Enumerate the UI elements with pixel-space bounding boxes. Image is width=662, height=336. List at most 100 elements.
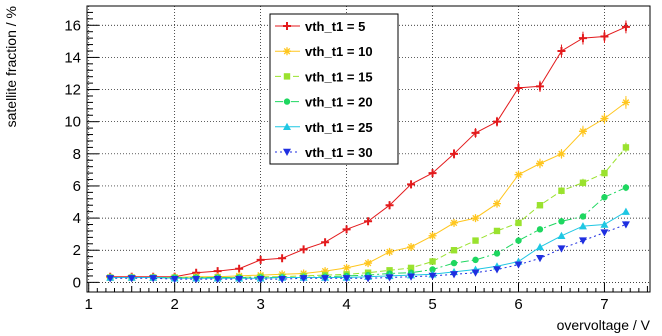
data-point [600,114,609,123]
data-point [321,238,330,247]
legend-marker [283,148,291,156]
data-point [600,220,609,228]
plot-frame [86,5,651,293]
data-point [127,275,136,283]
x-tick-label: 3 [256,296,264,313]
data-point [514,170,523,179]
y-tick-label: 6 [73,178,81,195]
legend-label: vth_t1 = 25 [305,120,373,135]
data-point [385,274,394,282]
data-point [299,275,308,283]
data-point [407,243,416,252]
data-point [428,272,437,280]
data-point [578,237,587,245]
data-point [493,227,501,235]
data-point [558,187,565,194]
data-point [192,275,201,284]
data-point [579,213,587,220]
data-point [256,275,265,284]
data-point [578,34,587,43]
data-point [407,264,415,272]
grid [87,6,650,292]
data-point [450,149,459,158]
data-point [278,254,287,263]
data-point [342,225,351,234]
data-point [364,275,373,283]
legend-label: vth_t1 = 10 [305,44,373,59]
series-line [110,147,627,278]
data-point [578,127,587,136]
x-tick-label: 2 [171,296,179,313]
y-tick-label: 10 [64,114,81,131]
data-point [364,217,373,226]
y-tick-label: 0 [73,274,81,291]
data-point [256,255,265,264]
y-axis-label: satellite fraction / % [3,6,19,127]
data-point [493,266,502,274]
legend-marker [283,22,291,30]
y-tick-label: 14 [64,49,81,66]
data-point [235,275,244,284]
data-point [450,247,458,254]
data-point [600,32,609,41]
data-point [515,237,522,244]
data-point [600,229,609,237]
y-tick-label: 4 [73,210,81,227]
y-tick-label: 8 [73,146,81,163]
data-point [385,201,394,210]
data-point [407,273,416,281]
data-point [106,275,115,283]
data-point [429,266,436,273]
data-point [472,237,479,244]
data-point [601,194,608,201]
data-point [514,261,523,269]
y-tick-label: 16 [64,17,81,34]
data-point [621,22,630,31]
legend-label: vth_t1 = 5 [305,19,365,34]
data-point [557,245,566,253]
data-point [557,231,566,239]
data-point [471,269,480,277]
legend-item: vth_t1 = 20 [275,95,373,110]
data-point [213,275,222,284]
data-point [621,207,630,215]
data-point [578,222,587,230]
data-point [621,221,630,229]
data-point [622,144,630,151]
x-tick-label: 5 [428,296,436,313]
data-point [558,218,565,225]
data-point [321,275,330,283]
data-point [170,275,179,284]
data-point [493,117,502,126]
data-point [493,199,502,208]
data-point [601,169,608,177]
data-point [515,219,522,227]
y-tick-label: 12 [64,82,81,99]
data-point [429,258,436,265]
data-point [471,214,480,223]
data-point [428,231,437,240]
data-point [235,264,244,273]
data-point [514,83,523,92]
series-6 [106,221,630,284]
data-point [321,267,330,276]
legend-marker [283,47,291,56]
data-point [472,256,479,264]
data-point [471,128,480,137]
data-point [278,275,287,284]
data-point [535,82,544,91]
data-point [450,271,459,279]
data-point [364,259,373,268]
data-point [621,98,630,107]
data-point [386,267,393,274]
legend-box [269,13,399,165]
data-point [536,226,544,233]
data-point [342,263,351,272]
legend-item: vth_t1 = 30 [275,145,373,160]
x-tick-label: 1 [85,296,93,313]
series-layer [106,20,630,284]
data-point [450,218,459,227]
data-point [149,275,158,283]
